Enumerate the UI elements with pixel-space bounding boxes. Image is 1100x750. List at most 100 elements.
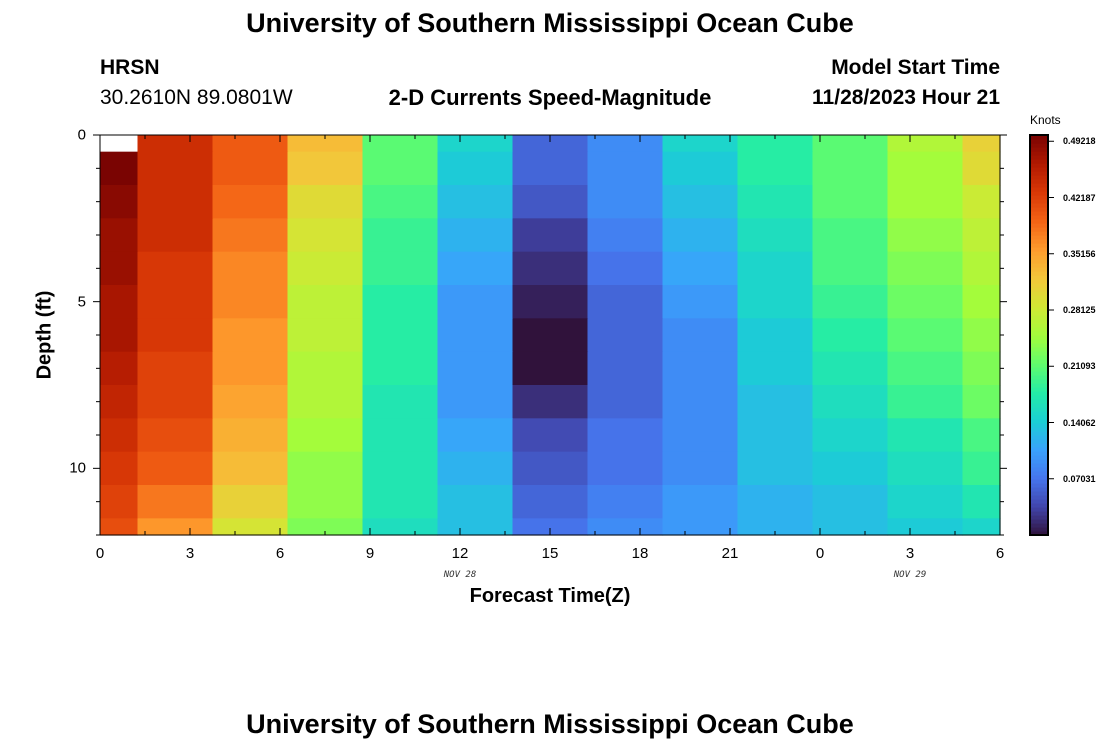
heatmap-cell bbox=[887, 285, 964, 319]
heatmap-cell bbox=[437, 351, 514, 386]
heatmap-cell bbox=[287, 251, 364, 286]
heatmap-cell bbox=[437, 218, 514, 253]
heatmap-cell bbox=[662, 485, 739, 519]
colorbar-segment bbox=[1030, 171, 1048, 176]
heatmap-cell bbox=[887, 318, 964, 353]
heatmap-cell bbox=[812, 418, 889, 453]
heatmap-cell bbox=[812, 218, 889, 253]
x-tick-label: 0 bbox=[95, 545, 105, 562]
heatmap-cell bbox=[212, 185, 289, 219]
heatmap-cell bbox=[662, 218, 739, 253]
heatmap-cell bbox=[212, 135, 289, 153]
colorbar-segment bbox=[1030, 195, 1048, 200]
heatmap-cell bbox=[100, 151, 139, 186]
heatmap-cell bbox=[662, 185, 739, 219]
heatmap-cell bbox=[212, 318, 289, 353]
heatmap-cell bbox=[437, 318, 514, 353]
colorbar-segment bbox=[1030, 447, 1048, 452]
heatmap-cell bbox=[287, 518, 364, 536]
heatmap-cell bbox=[962, 485, 1001, 519]
heatmap-cell bbox=[812, 185, 889, 219]
colorbar-segment bbox=[1030, 495, 1048, 500]
heatmap-cell bbox=[662, 418, 739, 453]
heatmap-cell bbox=[287, 485, 364, 519]
colorbar-segment bbox=[1030, 383, 1048, 388]
heatmap-cell bbox=[512, 518, 589, 536]
heatmap-cell bbox=[212, 251, 289, 286]
colorbar-segment bbox=[1030, 483, 1048, 488]
colorbar-segment bbox=[1030, 227, 1048, 232]
heatmap-cell bbox=[512, 185, 589, 219]
heatmap-cell bbox=[137, 285, 214, 319]
heatmap-cell bbox=[437, 451, 514, 486]
heatmap-cell bbox=[212, 285, 289, 319]
colorbar-segment bbox=[1030, 287, 1048, 292]
colorbar-segment bbox=[1030, 431, 1048, 436]
colorbar-segment bbox=[1030, 159, 1048, 164]
heatmap-cell bbox=[362, 135, 439, 153]
heatmap-cell bbox=[100, 185, 139, 219]
colorbar-segment bbox=[1030, 355, 1048, 360]
page-title: University of Southern Mississippi Ocean… bbox=[246, 8, 854, 38]
heatmap-cell bbox=[287, 185, 364, 219]
heatmap-cell bbox=[512, 318, 589, 353]
colorbar-segment bbox=[1030, 291, 1048, 296]
heatmap-cell bbox=[737, 151, 814, 186]
x-tick-label: 6 bbox=[995, 545, 1005, 562]
station-name: HRSN bbox=[100, 56, 160, 79]
heatmap-cell bbox=[362, 451, 439, 486]
heatmap-cell bbox=[212, 485, 289, 519]
heatmap-cell bbox=[887, 518, 964, 536]
x-tick-label: 15 bbox=[541, 545, 559, 562]
colorbar-segment bbox=[1030, 379, 1048, 384]
colorbar-segment bbox=[1030, 263, 1048, 268]
heatmap-cell bbox=[887, 485, 964, 519]
heatmap-cell bbox=[212, 151, 289, 186]
colorbar-segment bbox=[1030, 143, 1048, 148]
heatmap-cell bbox=[362, 251, 439, 286]
heatmap-cell bbox=[287, 318, 364, 353]
colorbar-segment bbox=[1030, 183, 1048, 188]
model-start-label: Model Start Time bbox=[831, 56, 1000, 79]
colorbar-segment bbox=[1030, 339, 1048, 344]
heatmap-cell bbox=[287, 285, 364, 319]
colorbar-segment bbox=[1030, 247, 1048, 252]
heatmap-cell bbox=[137, 218, 214, 253]
heatmap-cell bbox=[962, 451, 1001, 486]
heatmap-cell bbox=[437, 485, 514, 519]
colorbar-segment bbox=[1030, 479, 1048, 484]
colorbar-segment bbox=[1030, 219, 1048, 224]
heatmap-cell bbox=[512, 351, 589, 386]
colorbar-segment bbox=[1030, 271, 1048, 276]
colorbar-segment bbox=[1030, 327, 1048, 332]
heatmap-cell bbox=[512, 485, 589, 519]
heatmap-cell bbox=[737, 518, 814, 536]
heatmap-cell bbox=[737, 185, 814, 219]
colorbar-segment bbox=[1030, 395, 1048, 400]
y-tick-label: 5 bbox=[77, 293, 86, 311]
heatmap-cell bbox=[812, 485, 889, 519]
colorbar-segment bbox=[1030, 471, 1048, 476]
heatmap-cell bbox=[362, 285, 439, 319]
colorbar-segment bbox=[1030, 451, 1048, 456]
heatmap-cell bbox=[212, 385, 289, 419]
heatmap-cell bbox=[662, 151, 739, 186]
heatmap-cell bbox=[662, 518, 739, 536]
heatmap-cell bbox=[100, 251, 139, 286]
colorbar-segment bbox=[1030, 459, 1048, 464]
colorbar-segment bbox=[1030, 187, 1048, 192]
heatmap-cell bbox=[887, 351, 964, 386]
colorbar-segment bbox=[1030, 423, 1048, 428]
colorbar-tick-label: 0.07031 bbox=[1063, 473, 1096, 484]
colorbar-segment bbox=[1030, 407, 1048, 412]
heatmap-cell bbox=[737, 451, 814, 486]
colorbar-segment bbox=[1030, 399, 1048, 404]
colorbar-segment bbox=[1030, 151, 1048, 156]
heatmap-cell bbox=[887, 418, 964, 453]
heatmap-cell bbox=[887, 385, 964, 419]
colorbar-segment bbox=[1030, 139, 1048, 144]
colorbar-segment bbox=[1030, 319, 1048, 324]
heatmap-cell bbox=[737, 251, 814, 286]
heatmap-cell bbox=[287, 385, 364, 419]
colorbar-segment bbox=[1030, 427, 1048, 432]
